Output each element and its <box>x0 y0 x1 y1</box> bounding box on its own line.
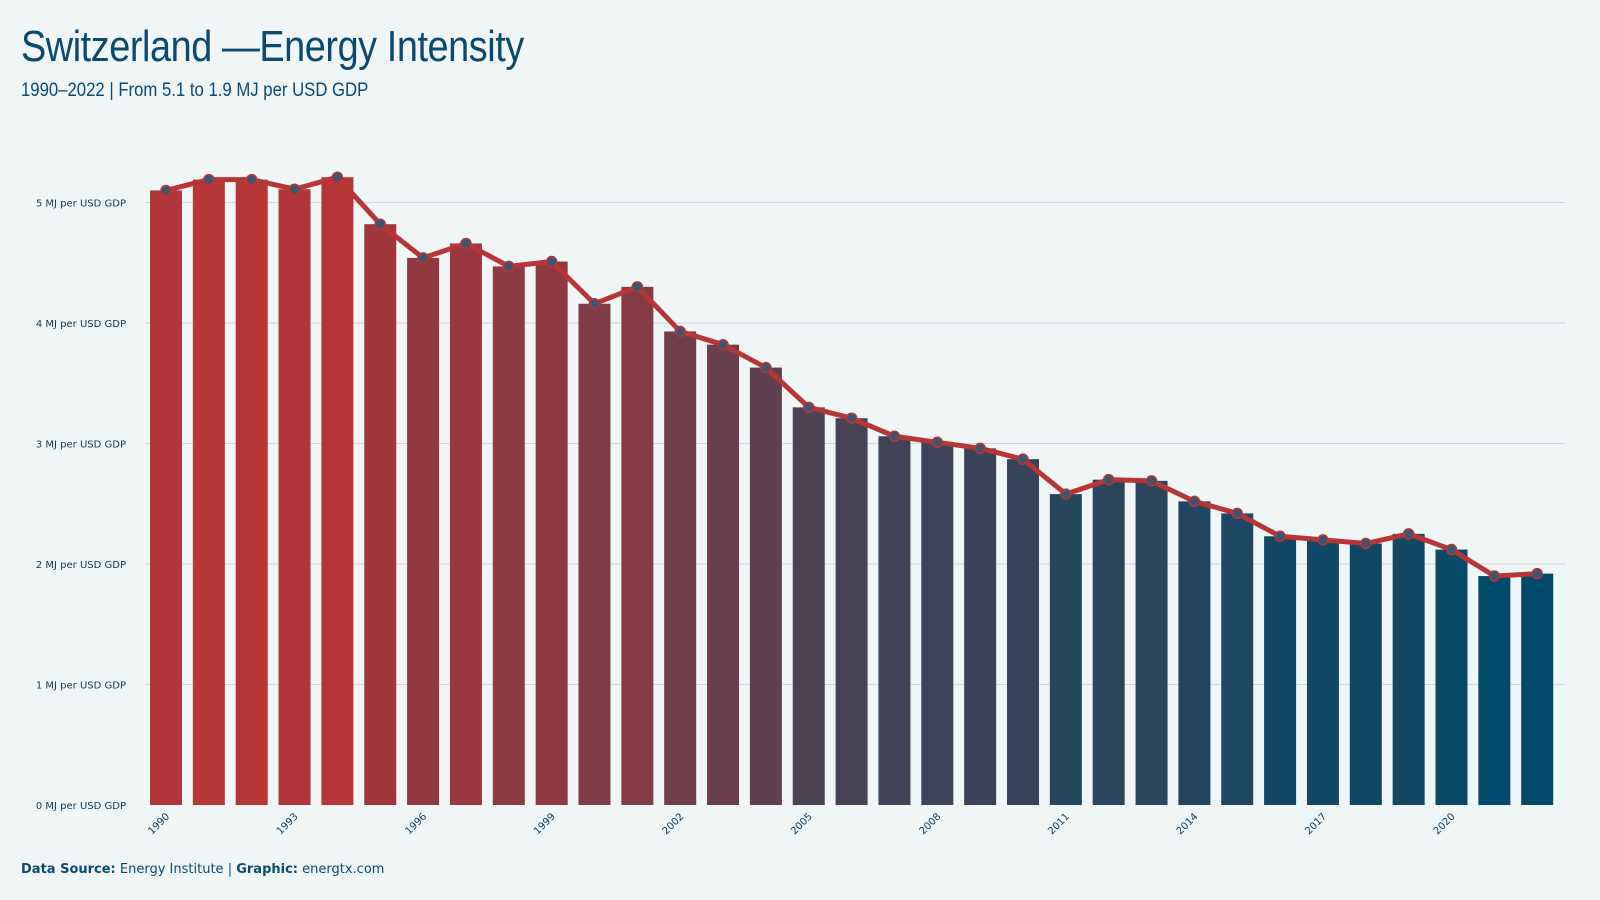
bar <box>1264 536 1297 805</box>
point-marker <box>760 361 772 374</box>
y-tick-label: 5 MJ per USD GDP <box>36 199 126 210</box>
bar <box>835 418 868 805</box>
bar <box>1349 543 1382 805</box>
point-marker <box>1017 453 1029 465</box>
x-tick-label: 1999 <box>532 811 558 837</box>
y-tick-label: 3 MJ per USD GDP <box>36 440 126 451</box>
bar <box>1392 533 1425 805</box>
bar <box>578 303 611 805</box>
point-marker <box>717 338 729 351</box>
x-tick-label: 2014 <box>1175 811 1201 837</box>
bar <box>749 367 782 805</box>
x-tick-label: 1990 <box>146 811 172 837</box>
bar <box>364 224 397 805</box>
bar <box>1478 576 1511 805</box>
bar <box>664 331 697 805</box>
x-tick-label: 2011 <box>1046 811 1072 837</box>
y-axis-ticks: 0 MJ per USD GDP 1 MJ per USD GDP 2 MJ per… <box>36 199 126 813</box>
point-marker <box>1060 488 1072 500</box>
bar <box>492 266 525 805</box>
bar <box>964 448 997 805</box>
source-value: Energy Institute <box>119 862 224 877</box>
bar <box>407 257 440 805</box>
point-marker <box>1402 528 1415 540</box>
point-marker <box>460 237 472 250</box>
source-label: Data Source: <box>21 862 116 877</box>
point-marker <box>1231 507 1243 520</box>
bar <box>321 177 354 805</box>
bar <box>1135 480 1168 805</box>
markers <box>160 171 1543 582</box>
x-tick-label: 2017 <box>1303 811 1329 837</box>
bar <box>449 243 482 806</box>
graphic-value: energtx.com <box>302 862 385 877</box>
point-marker <box>1360 537 1372 550</box>
y-tick-label: 0 MJ per USD GDP <box>36 801 126 812</box>
bar <box>1007 459 1039 805</box>
point-marker <box>1531 567 1543 580</box>
bar <box>1306 539 1339 805</box>
bar <box>150 190 182 805</box>
point-marker <box>1145 475 1158 487</box>
y-tick-label: 2 MJ per USD GDP <box>36 560 126 571</box>
bar <box>621 286 654 806</box>
point-marker <box>1188 495 1201 508</box>
bar <box>921 442 954 805</box>
chart-title: Switzerland —Energy Intensity <box>21 22 524 71</box>
point-marker <box>631 281 644 293</box>
point-marker <box>1445 543 1458 556</box>
point-marker <box>203 173 215 186</box>
point-marker <box>931 436 944 449</box>
bar <box>1435 549 1468 805</box>
y-tick-label: 1 MJ per USD GDP <box>36 681 126 692</box>
point-marker <box>331 171 344 183</box>
point-marker <box>545 255 558 268</box>
bar <box>792 407 825 805</box>
x-tick-label: 2002 <box>661 811 687 837</box>
point-marker <box>974 442 986 455</box>
point-marker <box>1317 534 1329 546</box>
point-marker <box>588 297 601 310</box>
graphic-label: Graphic: <box>236 862 298 877</box>
point-marker <box>1488 570 1501 582</box>
bar <box>535 261 568 805</box>
x-tick-label: 2020 <box>1432 811 1458 837</box>
footer-separator: | <box>227 862 233 877</box>
bar <box>1521 573 1554 805</box>
bar <box>1221 513 1254 805</box>
x-tick-label: 1996 <box>403 811 429 837</box>
bar <box>235 179 268 806</box>
x-axis-ticks: 1990 1993 1996 1999 2002 2005 2008 2011 2014 2017… <box>146 811 1457 837</box>
point-marker <box>503 260 515 273</box>
x-tick-label: 2005 <box>789 811 815 837</box>
bar <box>1092 479 1125 805</box>
y-tick-label: 4 MJ per USD GDP <box>36 319 126 330</box>
bar <box>878 436 911 805</box>
point-marker <box>160 184 172 197</box>
point-marker <box>845 412 858 424</box>
point-marker <box>288 183 301 195</box>
bars <box>150 177 1554 806</box>
point-marker <box>245 173 258 186</box>
bar <box>707 344 740 805</box>
point-marker <box>1102 473 1115 486</box>
bar <box>278 189 311 805</box>
point-marker <box>417 252 429 264</box>
point-marker <box>888 430 901 443</box>
point-marker <box>1274 530 1286 543</box>
bar <box>1178 501 1211 805</box>
chart-subtitle: 1990–2022 | From 5.1 to 1.9 MJ per USD G… <box>21 80 369 101</box>
x-tick-label: 1993 <box>275 811 301 837</box>
point-marker <box>674 325 686 338</box>
bar <box>192 179 225 806</box>
point-marker <box>374 218 386 230</box>
x-tick-label: 2008 <box>918 811 944 837</box>
bar <box>1049 494 1082 805</box>
footer: Data Source: Energy Institute | Graphic:… <box>21 862 384 877</box>
point-marker <box>803 401 815 414</box>
